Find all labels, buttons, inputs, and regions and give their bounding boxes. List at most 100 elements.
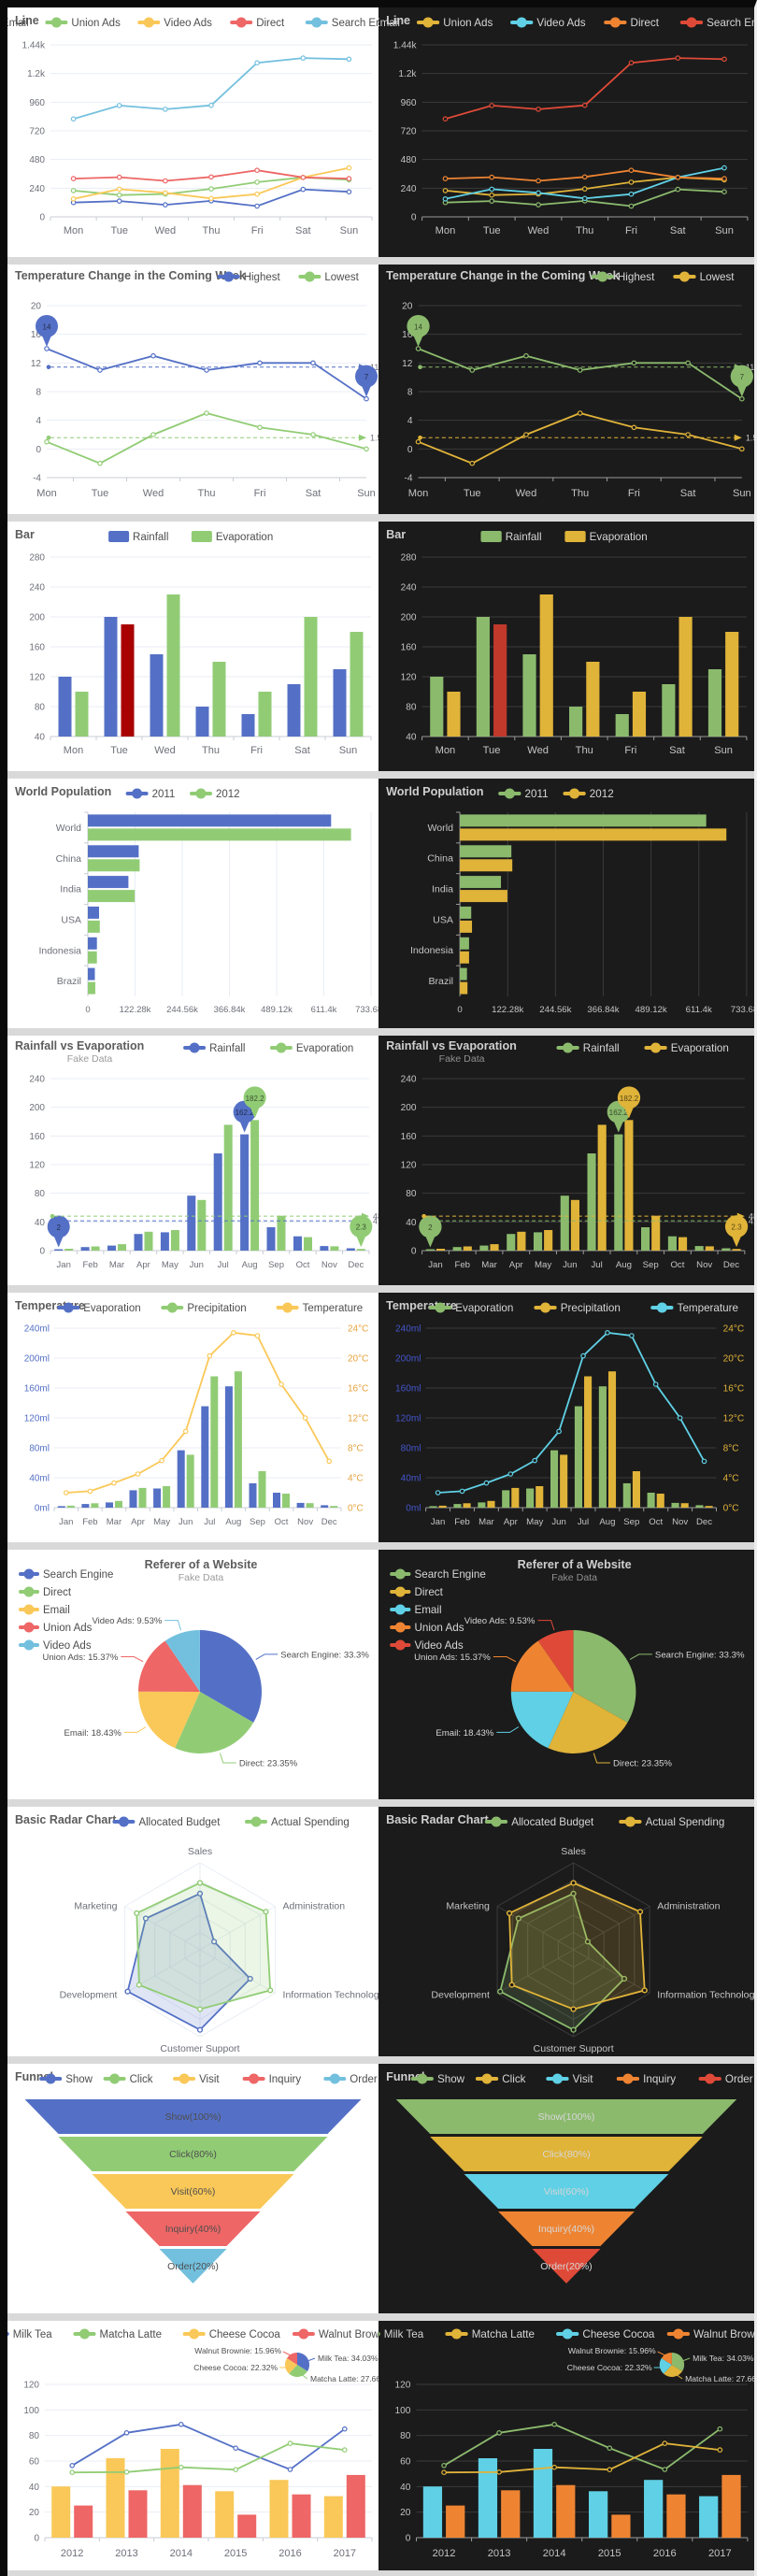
legend-item-milk-tea[interactable]: Milk Tea	[7, 2329, 52, 2341]
funnel-slice-order[interactable]: Order(20%)	[159, 2249, 227, 2283]
pie-slice[interactable]	[164, 1630, 200, 1692]
chart-funnel-dark[interactable]: Funnel Show Click Visit Inquiry Order Show(100…	[378, 2064, 754, 2313]
pie-slice[interactable]	[137, 1691, 200, 1749]
chart-canvas-temperature-change-dark[interactable]: Temperature Change in the Coming WeekHig…	[378, 265, 754, 514]
pie-slice[interactable]	[289, 2365, 307, 2377]
pie-slice[interactable]	[284, 2358, 297, 2374]
legend-item-actual-spending[interactable]: Actual Spending	[245, 1816, 350, 1829]
pie-slice[interactable]	[548, 1692, 628, 1753]
legend-item-evaporation[interactable]: Evaporation	[269, 1042, 353, 1055]
legend-item-click[interactable]: Click	[475, 2073, 526, 2085]
legend-item-union-ads[interactable]: Union Ads	[45, 17, 121, 30]
legend-item-visit[interactable]: Visit	[173, 2073, 220, 2086]
legend-item-show[interactable]: Show	[410, 2073, 465, 2085]
chart-bar-dark[interactable]: Bar Rainfall Evaporation 280 240 200 160 120 80 4…	[378, 522, 754, 771]
legend-item-temperature[interactable]: Temperature	[276, 1302, 364, 1315]
chart-temperature-light[interactable]: Temperature Evaporation Precipitation Tempe…	[7, 1293, 378, 1542]
legend-item-actual-spending[interactable]: Actual Spending	[619, 1816, 724, 1828]
legend-item-direct[interactable]: Direct	[230, 17, 285, 30]
chart-temperature-dark[interactable]: Temperature Evaporation Precipitation Tempe…	[378, 1293, 754, 1542]
pie-slice[interactable]	[664, 2365, 683, 2377]
legend-item-temperature[interactable]: Temperature	[650, 1302, 738, 1314]
legend-item-search-engine[interactable]: Search Engine	[679, 17, 754, 29]
legend-item-2011[interactable]: 2011	[498, 788, 549, 800]
legend-item-cheese-cocoa[interactable]: Cheese Cocoa	[182, 2328, 281, 2341]
legend-item-order[interactable]: Order	[698, 2073, 753, 2085]
legend-item-matcha-latte[interactable]: Matcha Latte	[445, 2328, 535, 2340]
chart-canvas-world-population-dark[interactable]: World Population 2011 2012 0 122.28k 244.56k 3…	[378, 779, 754, 1028]
pie-slice[interactable]	[175, 1692, 254, 1753]
legend-item-inquiry[interactable]: Inquiry	[242, 2073, 302, 2086]
chart-world-population-light[interactable]: World Population 2011 2012 0 122.28k 244.56k 3…	[7, 779, 378, 1028]
legend-item-matcha-latte[interactable]: Matcha Latte	[73, 2328, 162, 2341]
funnel-slice-show[interactable]: Show(100%)	[24, 2099, 362, 2134]
legend-item-rainfall[interactable]: Rainfall	[480, 531, 542, 543]
legend-item-direct[interactable]: Direct	[604, 17, 660, 29]
legend-item-2012[interactable]: 2012	[190, 788, 240, 801]
legend-item-search-engine[interactable]: Search Engine	[390, 1568, 486, 1581]
chart-canvas-radar-light[interactable]: Basic Radar Chart Allocated Budget Actual …	[7, 1807, 378, 2056]
legend-item-video-ads[interactable]: Video Ads	[510, 17, 586, 29]
legend-item-precipitation[interactable]: Precipitation	[161, 1302, 247, 1315]
legend-item-lowest[interactable]: Lowest	[673, 271, 735, 283]
legend-item-email[interactable]: Email	[7, 18, 29, 30]
legend-item-allocated-budget[interactable]: Allocated Budget	[484, 1816, 594, 1828]
chart-temperature-change-dark[interactable]: Temperature Change in the Coming Week Hig…	[378, 265, 754, 514]
legend-item-order[interactable]: Order	[323, 2073, 378, 2086]
legend-item-search-engine[interactable]: Search Engine	[305, 17, 378, 30]
legend-item-evaporation[interactable]: Evaporation	[644, 1042, 729, 1054]
legend-item-2012[interactable]: 2012	[563, 788, 614, 800]
chart-funnel-light[interactable]: Funnel Show Click Visit Inquiry Order Show(100…	[7, 2064, 378, 2313]
chart-canvas-bar-dark[interactable]: Bar Rainfall Evaporation 280 240 200 160 120 80 4…	[378, 522, 754, 771]
legend-item-lowest[interactable]: Lowest	[298, 271, 360, 284]
legend-item-allocated-budget[interactable]: Allocated Budget	[112, 1816, 221, 1829]
funnel-slice-visit[interactable]: Visit(60%)	[92, 2174, 294, 2209]
legend-item-email[interactable]: Email	[378, 18, 400, 29]
legend-item-visit[interactable]: Visit	[546, 2073, 593, 2085]
legend-item-inquiry[interactable]: Inquiry	[616, 2073, 676, 2085]
chart-drinks-dark[interactable]: Milk Tea Matcha Latte Cheese Cocoa Walnut B…	[378, 2321, 754, 2570]
chart-canvas-world-population-light[interactable]: World Population 2011 2012 0 122.28k 244.56k 3…	[7, 779, 378, 1028]
legend-item-highest[interactable]: Highest	[591, 271, 656, 283]
chart-radar-light[interactable]: Basic Radar Chart Allocated Budget Actual …	[7, 1807, 378, 2056]
legend-item-video-ads[interactable]: Video Ads	[390, 1639, 464, 1652]
legend-item-video-ads[interactable]: Video Ads	[19, 1639, 92, 1653]
chart-canvas-funnel-light[interactable]: Funnel Show Click Visit Inquiry OrderShow(100…	[7, 2064, 378, 2313]
legend-item-evaporation[interactable]: Evaporation	[564, 531, 648, 543]
chart-canvas-radar-dark[interactable]: Basic Radar Chart Allocated Budget Actual …	[378, 1807, 754, 2056]
pie-slice[interactable]	[510, 1640, 574, 1693]
legend-item-email[interactable]: Email	[19, 1604, 70, 1617]
legend-item-search-engine[interactable]: Search Engine	[19, 1568, 113, 1581]
chart-canvas-drinks-dark[interactable]: Milk Tea Matcha Latte Cheese Cocoa Walnut B…	[378, 2321, 754, 2570]
legend-item-video-ads[interactable]: Video Ads	[137, 17, 212, 30]
legend-item-walnut-brownie[interactable]: Walnut Brownie	[292, 2328, 378, 2341]
legend-item-cheese-cocoa[interactable]: Cheese Cocoa	[556, 2328, 655, 2340]
legend-item-union-ads[interactable]: Union Ads	[19, 1622, 93, 1635]
chart-canvas-line-dark[interactable]: LineEmail Union Ads Video Ads Direct Search …	[378, 7, 754, 257]
chart-drinks-light[interactable]: Milk Tea Matcha Latte Cheese Cocoa Walnut B…	[7, 2321, 378, 2570]
legend-item-2011[interactable]: 2011	[125, 788, 176, 801]
chart-rainfall-evaporation-dark[interactable]: Rainfall vs Evaporation Fake Data Rainfall…	[378, 1036, 754, 1285]
funnel-slice-inquiry[interactable]: Inquiry(40%)	[498, 2211, 635, 2246]
funnel-slice-order[interactable]: Order(20%)	[532, 2249, 601, 2283]
legend-item-rainfall[interactable]: Rainfall	[108, 531, 168, 543]
legend-item-email[interactable]: Email	[390, 1604, 442, 1616]
legend-item-direct[interactable]: Direct	[19, 1586, 72, 1599]
pie-slice[interactable]	[537, 1630, 574, 1692]
pie-slice[interactable]	[671, 2353, 685, 2371]
funnel-slice-click[interactable]: Click(80%)	[58, 2137, 328, 2171]
chart-line-dark[interactable]: LineEmail Union Ads Video Ads Direct Search …	[378, 7, 754, 257]
legend-item-union-ads[interactable]: Union Ads	[416, 17, 493, 29]
chart-radar-dark[interactable]: Basic Radar Chart Allocated Budget Actual …	[378, 1807, 754, 2056]
funnel-slice-click[interactable]: Click(80%)	[430, 2137, 703, 2171]
pie-slice[interactable]	[659, 2358, 672, 2374]
chart-canvas-line-light[interactable]: LineEmail Union Ads Video Ads Direct Search …	[7, 7, 378, 257]
legend-item-direct[interactable]: Direct	[390, 1586, 444, 1598]
legend-item-evaporation[interactable]: Evaporation	[191, 531, 273, 543]
